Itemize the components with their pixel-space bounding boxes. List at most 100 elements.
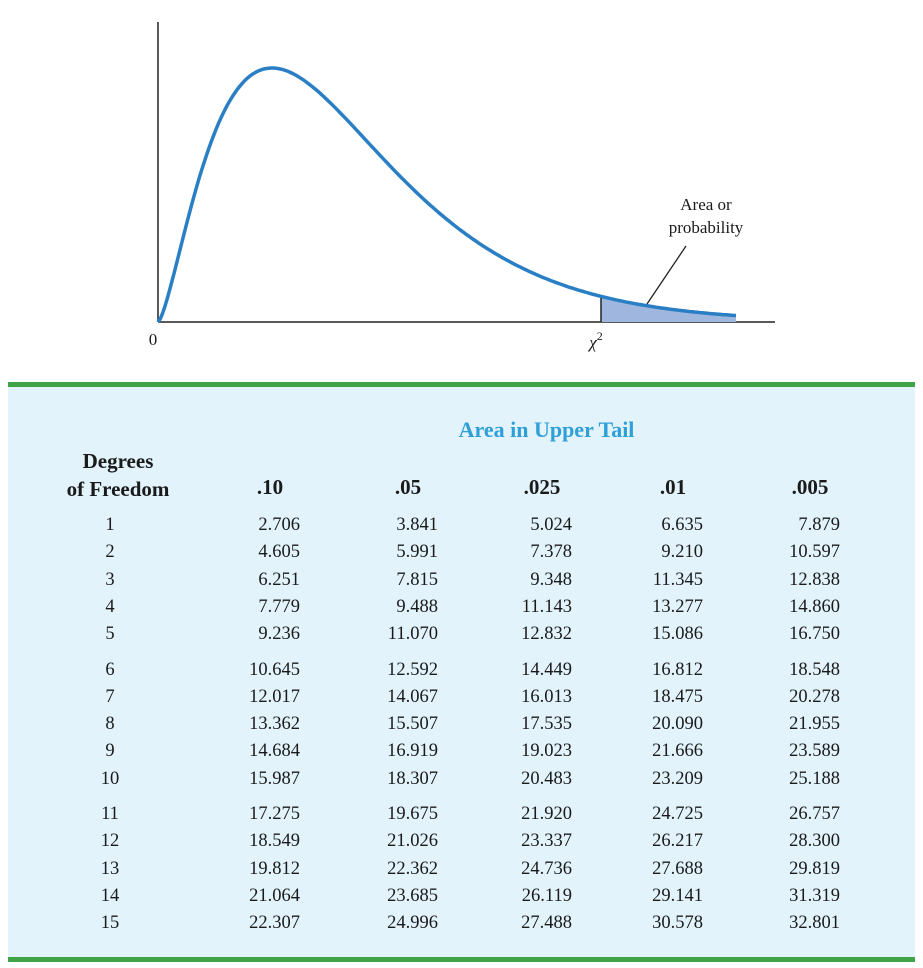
value-cell: 16.812	[652, 659, 703, 680]
value-cell: 7.378	[530, 542, 572, 563]
value-cell: 21.666	[652, 741, 703, 762]
value-cell: 16.919	[387, 741, 438, 762]
degrees-of-freedom-cell: 9	[105, 741, 115, 762]
value-cell: 20.483	[521, 768, 572, 789]
value-cell: 26.119	[521, 885, 572, 906]
annotation-label-line1: Area or	[680, 195, 732, 214]
value-cell: 15.987	[249, 768, 300, 789]
value-cell: 20.278	[789, 686, 840, 707]
value-cell: 26.757	[789, 804, 840, 824]
column-header-5: .005	[791, 475, 829, 499]
value-cell: 19.675	[387, 804, 438, 824]
value-cell: 21.064	[249, 885, 300, 906]
degrees-of-freedom-cell: 2	[105, 542, 115, 563]
value-cell: 7.815	[396, 569, 438, 590]
chi-square-label: χ2	[587, 329, 602, 352]
value-cell: 12.832	[521, 624, 572, 645]
column-header-3: .025	[523, 475, 561, 499]
degrees-of-freedom-cell: 5	[105, 624, 115, 645]
dof-header-line2: of Freedom	[66, 477, 170, 501]
value-cell: 2.706	[258, 515, 300, 535]
value-cell: 25.188	[789, 768, 840, 789]
value-cell: 23.589	[789, 741, 840, 762]
value-cell: 16.750	[789, 624, 840, 645]
value-cell: 23.209	[652, 768, 703, 789]
origin-label: 0	[149, 330, 158, 349]
value-cell: 22.307	[249, 913, 300, 934]
value-cell: 18.307	[387, 768, 438, 789]
value-cell: 12.838	[789, 569, 840, 590]
value-cell: 9.236	[258, 624, 300, 645]
value-cell: 23.685	[387, 885, 438, 906]
value-cell: 12.592	[387, 659, 438, 680]
value-cell: 6.251	[258, 569, 300, 590]
chi-superscript: 2	[597, 329, 603, 343]
value-cell: 12.017	[249, 686, 300, 707]
value-cell: 13.277	[652, 596, 703, 617]
degrees-of-freedom-header: Degrees of Freedom	[28, 447, 208, 503]
value-cell: 27.688	[652, 858, 703, 879]
value-cell: 24.725	[652, 804, 703, 824]
value-cell: 15.086	[652, 624, 703, 645]
value-cell: 11.070	[387, 624, 438, 645]
degrees-of-freedom-cell: 15	[100, 913, 120, 934]
column-header-1: .10	[256, 475, 284, 499]
value-cell: 29.819	[789, 858, 840, 879]
chi-square-distribution-figure: Area or probability 0 χ2	[149, 22, 775, 352]
degrees-of-freedom-cell: 1	[105, 515, 115, 535]
value-cell: 5.991	[396, 542, 438, 563]
value-cell: 5.024	[530, 515, 572, 535]
value-cell: 17.535	[521, 714, 572, 735]
degrees-of-freedom-cell: 10	[100, 768, 120, 789]
value-cell: 14.067	[387, 686, 438, 707]
degrees-of-freedom-cell: 3	[105, 569, 115, 590]
value-cell: 28.300	[789, 831, 840, 852]
value-cell: 9.210	[661, 542, 703, 563]
value-cell: 7.879	[798, 515, 840, 535]
value-cell: 3.841	[396, 515, 438, 535]
value-cell: 18.475	[652, 686, 703, 707]
degrees-of-freedom-cell: 12	[100, 831, 120, 852]
degrees-of-freedom-cell: 14	[100, 885, 120, 906]
value-cell: 20.090	[652, 714, 703, 735]
value-cell: 18.548	[789, 659, 840, 680]
value-cell: 9.488	[396, 596, 438, 617]
value-cell: 17.275	[249, 804, 300, 824]
value-cell: 21.026	[387, 831, 438, 852]
value-cell: 10.597	[789, 542, 840, 563]
degrees-of-freedom-cell: 7	[105, 686, 115, 707]
degrees-of-freedom-cell: 11	[101, 804, 119, 824]
dof-header-line1: Degrees	[82, 449, 154, 473]
value-cell: 15.507	[387, 714, 438, 735]
value-cell: 11.143	[521, 596, 572, 617]
degrees-of-freedom-cell: 8	[105, 714, 115, 735]
chi-symbol: χ	[587, 333, 597, 352]
value-cell: 24.996	[387, 913, 438, 934]
value-cell: 21.955	[789, 714, 840, 735]
value-cell: 32.801	[789, 913, 840, 934]
value-cell: 26.217	[652, 831, 703, 852]
value-cell: 6.635	[661, 515, 703, 535]
value-cell: 14.684	[249, 741, 300, 762]
value-cell: 30.578	[652, 913, 703, 934]
table-title: Area in Upper Tail	[458, 417, 635, 442]
degrees-of-freedom-cell: 4	[105, 596, 115, 617]
value-cell: 22.362	[387, 858, 438, 879]
column-header-2: .05	[394, 475, 422, 499]
annotation-pointer	[646, 245, 687, 305]
value-cell: 7.779	[258, 596, 300, 617]
value-cell: 23.337	[521, 831, 572, 852]
value-cell: 31.319	[789, 885, 840, 906]
density-curve	[156, 66, 737, 324]
annotation-label-line2: probability	[669, 218, 744, 237]
degrees-of-freedom-cell: 6	[105, 659, 115, 680]
value-cell: 29.141	[652, 885, 703, 906]
value-cell: 19.023	[521, 741, 572, 762]
chi-square-table: Area in Upper Tail Degrees of Freedom .1…	[8, 382, 915, 962]
value-cell: 11.345	[652, 569, 703, 590]
value-cell: 10.645	[249, 659, 300, 680]
value-cell: 21.920	[521, 804, 572, 824]
value-cell: 9.348	[530, 569, 572, 590]
column-header-4: .01	[659, 475, 687, 499]
value-cell: 18.549	[249, 831, 300, 852]
